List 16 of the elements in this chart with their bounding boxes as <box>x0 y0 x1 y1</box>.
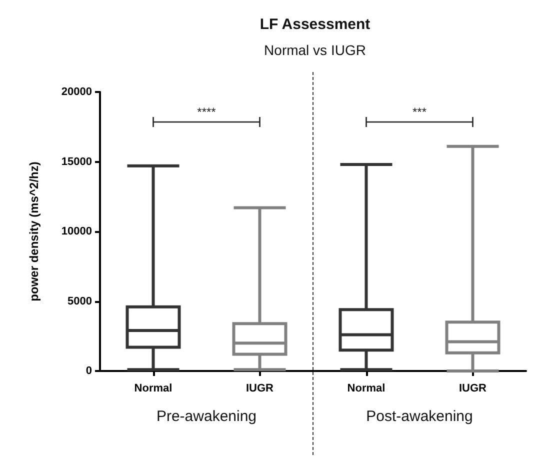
chart-title: LF Assessment <box>260 16 370 33</box>
text: Post-awakening <box>366 408 473 425</box>
text: Pre-awakening <box>156 408 257 425</box>
y-tick-label: 0 <box>86 365 92 377</box>
y-tick-label: 10000 <box>61 226 92 238</box>
annotation: **** <box>197 105 216 119</box>
y-tick-label: 20000 <box>61 86 92 98</box>
x-tick-label: IUGR <box>246 382 274 394</box>
y-tick-label: 5000 <box>68 295 92 308</box>
x-tick-label: Normal <box>347 382 386 394</box>
y-axis-title: power density (ms^2/hz) <box>27 162 41 302</box>
y-tick-label: 15000 <box>61 156 92 168</box>
annotation: *** <box>412 105 427 119</box>
x-tick-label: IUGR <box>459 382 487 394</box>
chart-subtitle: Normal vs IUGR <box>264 42 366 58</box>
x-tick-label: Normal <box>134 382 172 394</box>
